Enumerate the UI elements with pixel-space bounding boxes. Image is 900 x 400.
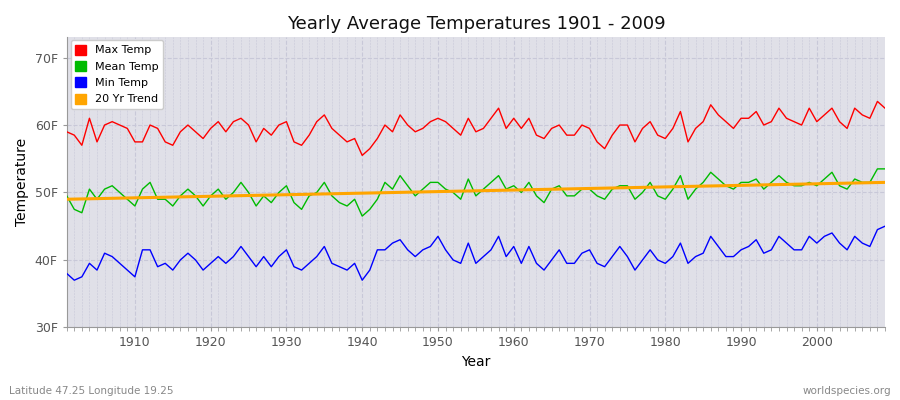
Y-axis label: Temperature: Temperature <box>15 138 29 226</box>
Text: Latitude 47.25 Longitude 19.25: Latitude 47.25 Longitude 19.25 <box>9 386 174 396</box>
X-axis label: Year: Year <box>461 355 491 369</box>
Title: Yearly Average Temperatures 1901 - 2009: Yearly Average Temperatures 1901 - 2009 <box>286 15 665 33</box>
Legend: Max Temp, Mean Temp, Min Temp, 20 Yr Trend: Max Temp, Mean Temp, Min Temp, 20 Yr Tre… <box>71 40 163 109</box>
Text: worldspecies.org: worldspecies.org <box>803 386 891 396</box>
